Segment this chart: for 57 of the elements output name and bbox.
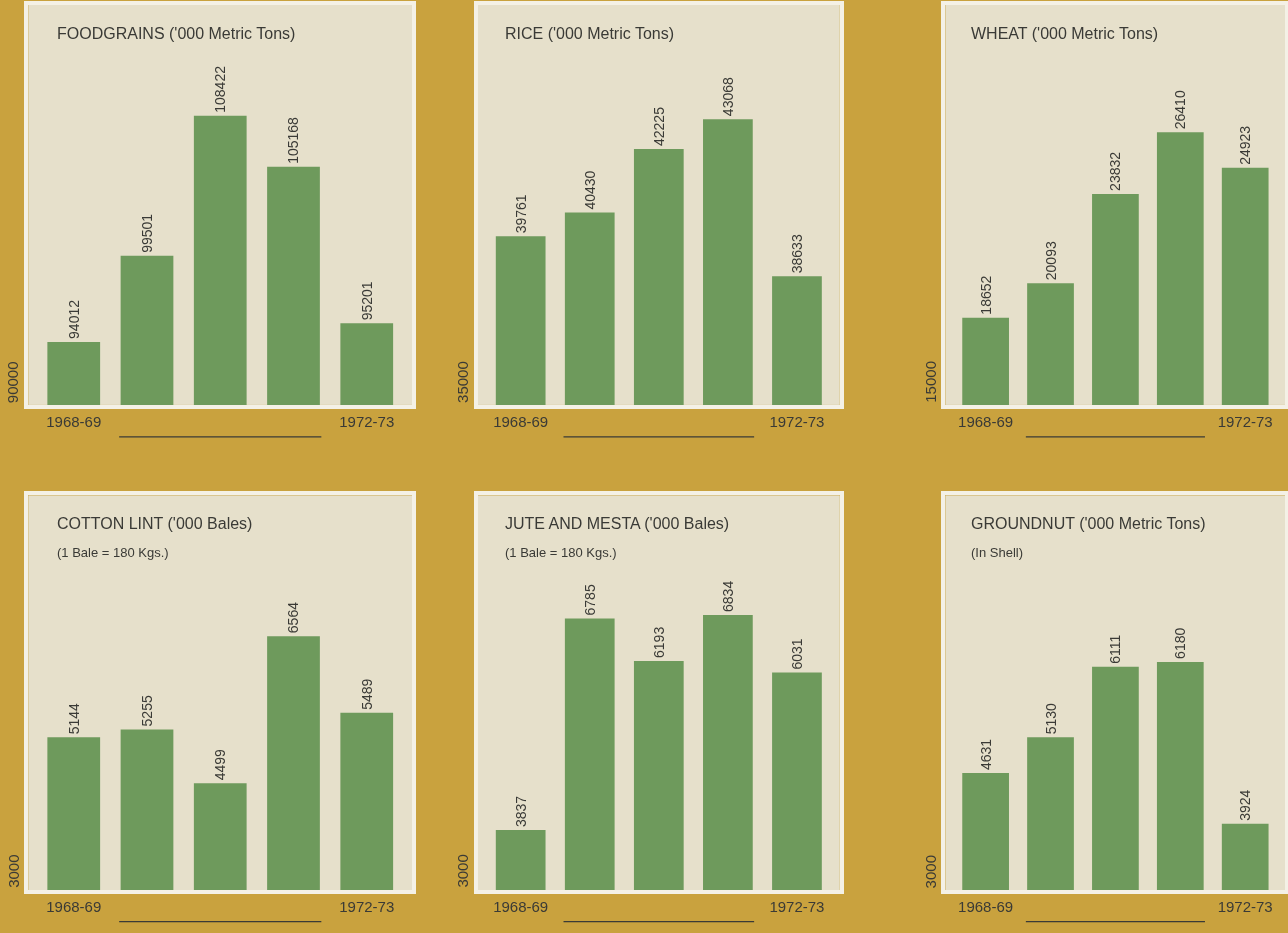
x-tick-label: 1972-73 [769,412,825,430]
data-label: 6834 [719,580,736,612]
x-tick-label: 1972-73 [769,898,825,916]
data-label: 3837 [512,795,529,828]
data-label: 5489 [358,678,375,710]
data-label: 42225 [650,106,667,146]
text: 35000 [454,361,472,403]
data-label: 94012 [65,299,82,339]
text: (In Shell) [971,545,1024,560]
text: 3000 [454,854,472,888]
x-tick-label: 1968-69 [493,898,549,916]
data-label: 43068 [719,77,736,117]
data-label: 24923 [1237,125,1254,165]
data-label: 6180 [1172,627,1189,659]
text: 90000 [4,361,22,404]
data-label: 23832 [1107,151,1124,191]
x-tick-label: 1972-73 [339,412,395,430]
text: GROUNDNUT ('000 Metric Tons) [971,515,1206,532]
data-label: 108422 [212,65,229,113]
data-label: 99501 [139,213,155,253]
text: (1 Bale = 180 Kgs.) [505,545,617,560]
x-tick-label: 1968-69 [46,412,102,430]
data-label: 5255 [139,695,155,727]
data-label: 18652 [977,275,994,315]
data-label: 4499 [212,748,229,781]
x-tick-label: 1972-73 [1217,412,1273,430]
data-label: 20093 [1042,241,1059,281]
text: 3000 [4,854,22,888]
data-label: 95201 [358,281,375,321]
text: FOODGRAINS ('000 Metric Tons) [57,25,296,42]
text: WHEAT ('000 Metric Tons) [971,25,1159,42]
x-tick-label: 1968-69 [958,412,1014,430]
x-tick-label: 1972-73 [339,898,395,916]
data-label: 38633 [788,234,805,274]
data-label: 105168 [285,116,302,164]
data-label: 40430 [581,170,598,210]
text: COTTON LINT ('000 Bales) [57,515,253,532]
data-label: 26410 [1172,90,1189,130]
text: JUTE AND MESTA ('000 Bales) [505,515,730,532]
text: 15000 [921,361,939,403]
x-tick-label: 1972-73 [1217,898,1273,916]
x-tick-label: 1968-69 [958,898,1014,916]
text: (1 Bale = 180 Kgs.) [57,545,169,560]
data-label: 5130 [1042,702,1059,735]
data-label: 4631 [977,738,994,771]
x-tick-label: 1968-69 [493,412,549,430]
data-label: 6193 [650,626,667,658]
data-label: 6785 [581,584,598,616]
text: RICE ('000 Metric Tons) [505,25,675,42]
data-label: 5144 [65,702,82,735]
data-label: 39761 [512,194,529,234]
data-label: 3924 [1237,789,1254,821]
text: 3000 [922,855,940,889]
data-label: 6564 [285,601,302,634]
x-tick-label: 1968-69 [46,898,102,916]
data-label: 6111 [1107,634,1124,664]
data-label: 6031 [788,638,805,670]
